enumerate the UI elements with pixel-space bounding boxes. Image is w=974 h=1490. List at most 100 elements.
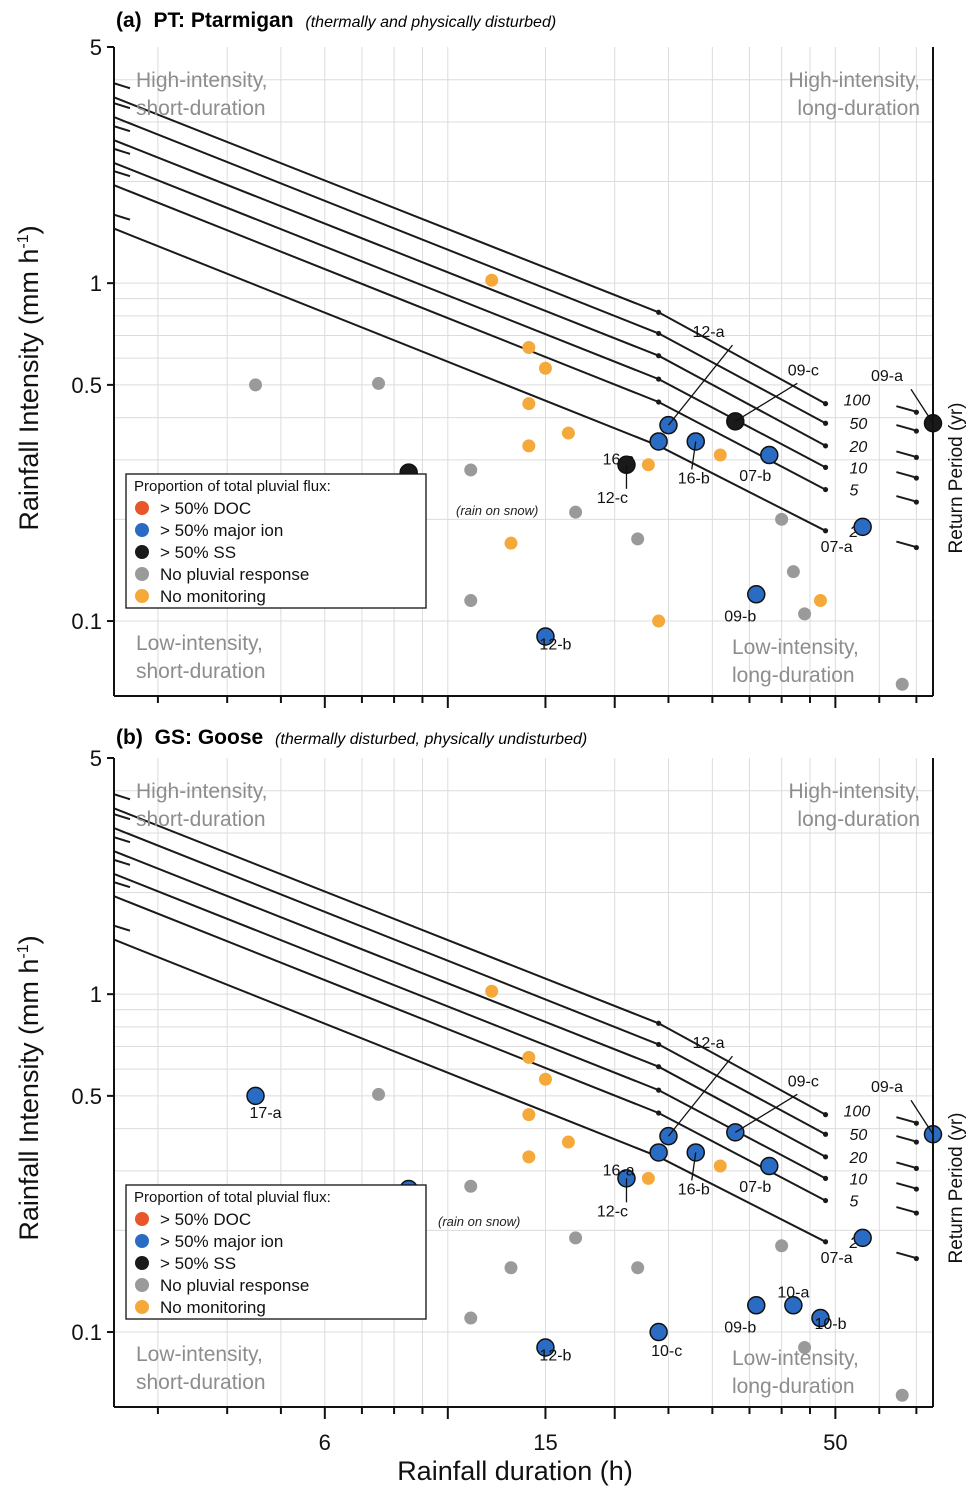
panel-a-legend-swatch bbox=[135, 523, 149, 537]
panel-a-y-label: Rainfall Intensity (mm h-1) bbox=[14, 225, 44, 530]
panel-a-curve-knot bbox=[656, 309, 662, 315]
panel-b-curve-start-tick bbox=[113, 813, 131, 821]
panel-b-quadrant-br: Low-intensity, bbox=[732, 1347, 859, 1370]
panel-a-y-tick-label: 1 bbox=[90, 271, 102, 296]
panel-a-point-label: 12-b bbox=[539, 637, 571, 654]
panel-b-point bbox=[561, 1135, 575, 1149]
panel-a-point-label: 09-b bbox=[724, 608, 756, 625]
panel-b-title: (b) GS: Goose (thermally disturbed, phys… bbox=[116, 726, 587, 749]
panel-b-point bbox=[747, 1296, 766, 1315]
panel-b-point-label: 12-b bbox=[539, 1348, 571, 1365]
panel-b-curve-knot bbox=[822, 1197, 829, 1204]
panel-b-y-tick-label: 0.1 bbox=[71, 1320, 102, 1345]
panel-b-y-tick-label: 1 bbox=[90, 982, 102, 1007]
panel-b-point-label: 09-a bbox=[871, 1079, 903, 1096]
panel-a-y-tick-label: 0.1 bbox=[71, 609, 102, 634]
panel-a-quadrant-labels: High-intensity, short-duration High-intens… bbox=[136, 69, 920, 687]
panel-b-curve-end bbox=[913, 1165, 919, 1172]
panel-a-y-tick-label: 5 bbox=[90, 35, 102, 60]
panel-a-curve-label: 2 bbox=[849, 524, 859, 541]
panel-b-curve-start-tick bbox=[113, 793, 131, 801]
panel-b-point-label: 07-b bbox=[739, 1179, 771, 1196]
panel-b-point-label: 17-a bbox=[250, 1105, 282, 1122]
panel-a-title: (a) PT: Ptarmigan (thermally and physica… bbox=[116, 9, 556, 32]
panel-a-curve-label: 10 bbox=[850, 460, 868, 477]
panel-a-quadrant-tl: short-duration bbox=[136, 97, 266, 120]
panel-a-point bbox=[522, 341, 536, 355]
panel-a-curve-end bbox=[913, 544, 919, 551]
panel-a-point bbox=[464, 463, 478, 477]
panel-a-curve-knot bbox=[656, 399, 662, 405]
panel-b-point bbox=[798, 1341, 812, 1355]
panel-b-point bbox=[649, 1322, 668, 1342]
panel-a-curve-start-tick bbox=[113, 213, 131, 221]
panel-b-point bbox=[641, 1171, 655, 1185]
panel-a-point-label: 07-a bbox=[821, 539, 853, 556]
panel-a-point-leader bbox=[691, 441, 697, 470]
panel-b-point-label: 12-c bbox=[597, 1203, 628, 1220]
panel-b-quadrant-br: long-duration bbox=[732, 1375, 855, 1398]
panel-a-return-period-curves: 100 50 20 10 5 2 bbox=[113, 82, 919, 551]
panel-b-point-leader bbox=[667, 1055, 733, 1137]
panel-b-point-leader bbox=[734, 1093, 798, 1133]
panel-b-subtitle: (thermally disturbed, physically undistu… bbox=[275, 731, 587, 748]
panel-a-point bbox=[895, 677, 909, 691]
panel-a-curve-20 bbox=[113, 139, 826, 447]
panel-b-curve-10 bbox=[113, 872, 826, 1180]
panel-b-point bbox=[713, 1159, 727, 1173]
panel-b-curve-end bbox=[913, 1120, 919, 1126]
panel-b-curve-tail bbox=[896, 1182, 915, 1190]
panel-b-y-tick-label: 5 bbox=[90, 746, 102, 771]
panel-a-point bbox=[249, 378, 263, 392]
panel-b-point bbox=[536, 1338, 555, 1357]
panel-a-point-leader bbox=[734, 382, 798, 422]
panel-a-legend-swatch bbox=[135, 545, 149, 559]
panel-b-quadrant-tl: short-duration bbox=[136, 808, 266, 831]
panel-a-curve-knot bbox=[656, 376, 662, 382]
panel-b-point-label: 10-a bbox=[777, 1284, 809, 1301]
panel-b-rain-note: (rain on snow) bbox=[438, 1214, 520, 1229]
panel-a-legend-label: > 50% major ion bbox=[160, 521, 283, 540]
panel-a-point-label: 12-a bbox=[692, 324, 724, 341]
panel-a-curve-label: 50 bbox=[850, 416, 868, 433]
panel-b-right-label: Return Period (yr) bbox=[946, 1113, 967, 1264]
panel-a-curve-start-tick bbox=[113, 82, 131, 90]
panel-a-curve-label: 20 bbox=[849, 439, 868, 456]
panel-a-points: 16-a12-a16-b07-b07-a09-b12-b08-a12-c09-c… bbox=[249, 273, 943, 691]
panel-a-legend-swatch bbox=[135, 501, 149, 515]
panel-a-point bbox=[504, 536, 518, 550]
panel-a-curve-knot bbox=[822, 443, 829, 449]
panel-b-legend-swatch bbox=[135, 1278, 149, 1292]
panel-b-curve-start-tick bbox=[113, 858, 131, 866]
panel-a-point-label: 09-a bbox=[871, 368, 903, 385]
panel-a-curve-end bbox=[913, 499, 919, 505]
panel-b-curve-label: 20 bbox=[849, 1150, 868, 1167]
panel-a-legend-label: No monitoring bbox=[160, 587, 266, 606]
panel-b-legend-label: No pluvial response bbox=[160, 1276, 309, 1295]
panel-b-curve-knot bbox=[822, 1131, 829, 1137]
panel-a-curve-start-tick bbox=[113, 102, 131, 110]
panel-b-quadrant-bl: Low-intensity, bbox=[136, 1343, 263, 1366]
panel-a-curve-tail bbox=[896, 471, 915, 479]
panel-b-curve-knot bbox=[656, 1110, 662, 1116]
panel-b-letter: (b) bbox=[116, 726, 143, 749]
panel-b-point bbox=[853, 1228, 872, 1248]
panel-a-curve-label: 5 bbox=[850, 483, 859, 500]
panel-a-curve-end bbox=[913, 409, 919, 415]
panel-b-point bbox=[372, 1087, 386, 1101]
panel-a-curve-start-tick bbox=[113, 147, 131, 155]
panel-b-point bbox=[631, 1261, 645, 1275]
panel-b-quadrant-tr: long-duration bbox=[797, 808, 920, 831]
panel-a-point bbox=[538, 361, 552, 375]
panel-b-point bbox=[775, 1239, 789, 1253]
panel-a-point bbox=[641, 458, 655, 472]
panel-a-point bbox=[561, 426, 575, 440]
panel-b-curve-tail bbox=[896, 1206, 915, 1214]
panel-b: (b) GS: Goose (thermally disturbed, phys… bbox=[14, 726, 967, 1455]
panel-a-curve-end bbox=[913, 454, 919, 461]
panel-a-name: PT: Ptarmigan bbox=[154, 9, 294, 32]
panel-a-curve-tail bbox=[896, 424, 915, 432]
panel-b-point-label: 10-c bbox=[651, 1343, 682, 1360]
panel-a-curve-knot bbox=[822, 464, 829, 470]
panel-b-point bbox=[522, 1050, 536, 1064]
